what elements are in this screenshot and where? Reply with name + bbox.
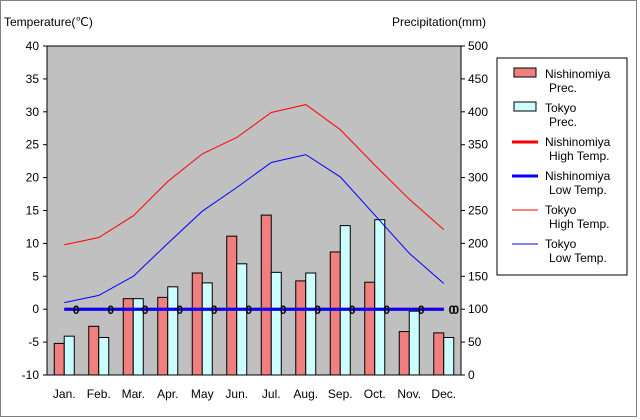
bar	[53, 342, 65, 376]
series-line	[64, 154, 445, 304]
bar	[364, 281, 376, 376]
y-left-tick-label: 10	[26, 236, 40, 250]
bar	[236, 263, 248, 376]
bar	[98, 336, 110, 376]
bar	[305, 272, 317, 376]
data-label: 0	[73, 303, 80, 317]
legend-label: Prec.	[549, 81, 577, 95]
data-label: 0	[211, 303, 218, 317]
x-tick-label: Jun.	[225, 387, 248, 401]
y-left-tick-label: 15	[26, 204, 40, 218]
legend: NishinomiyaPrec.TokyoPrec.NishinomiyaHig…	[496, 57, 628, 276]
x-tick-label: Nov.	[397, 387, 421, 401]
y-right-tick-label: 150	[468, 269, 488, 283]
x-tick-label: May	[191, 387, 214, 401]
y-left-tick-label: 30	[26, 105, 40, 119]
data-label: 0	[449, 303, 456, 317]
x-tick-label: Aug.	[293, 387, 318, 401]
y-right-tick-label: 200	[468, 236, 488, 250]
y-left-tick-label: 40	[26, 39, 40, 53]
x-tick-label: Jul.	[262, 387, 281, 401]
y-right-tick-label: 0	[468, 368, 475, 382]
bar	[88, 325, 100, 376]
data-label: 0	[176, 303, 183, 317]
y-right-tick-label: 350	[468, 138, 488, 152]
legend-label: Nishinomiya	[545, 169, 611, 183]
y-left-tick-label: -10	[22, 368, 40, 382]
bar	[329, 251, 341, 376]
bar	[260, 214, 272, 376]
y-right-tick-label: 400	[468, 105, 488, 119]
data-label: 0	[349, 303, 356, 317]
y-right-tick-label: 50	[468, 335, 482, 349]
bar	[191, 272, 203, 376]
y-left-tick-label: 5	[32, 269, 39, 283]
legend-label: High Temp.	[549, 217, 609, 231]
data-label: 0	[452, 303, 459, 317]
y-left-axis-label: Temperature(℃)	[4, 15, 93, 29]
x-tick-label: Jan.	[53, 387, 76, 401]
legend-label: Low Temp.	[549, 251, 607, 265]
plot-background	[46, 45, 462, 376]
x-tick-label: Sep.	[328, 387, 353, 401]
legend-swatch	[513, 101, 537, 112]
bar	[295, 280, 307, 376]
y-left-tick-label: 0	[32, 302, 39, 316]
bar	[398, 331, 410, 376]
legend-label: Nishinomiya	[545, 135, 611, 149]
x-tick-label: Mar.	[122, 387, 145, 401]
legend-label: Prec.	[549, 115, 577, 129]
data-label: 0	[418, 303, 425, 317]
x-tick-label: Apr.	[157, 387, 178, 401]
y-right-tick-label: 250	[468, 204, 488, 218]
bar	[443, 336, 455, 376]
series-line	[64, 104, 445, 246]
y-right-tick-label: 300	[468, 171, 488, 185]
legend-label: Nishinomiya	[545, 67, 611, 81]
bar	[201, 282, 213, 376]
plot-area: 4035302520151050-5-105004504003503002502…	[22, 39, 489, 401]
y-right-tick-label: 450	[468, 72, 488, 86]
bar	[167, 286, 179, 376]
legend-label: Tokyo	[545, 237, 577, 251]
legend-label: Low Temp.	[549, 183, 607, 197]
legend-swatch	[513, 67, 537, 78]
bar	[339, 225, 351, 376]
x-tick-label: Dec.	[431, 387, 456, 401]
data-label: 0	[142, 303, 149, 317]
y-right-axis-label: Precipitation(mm)	[392, 15, 486, 29]
legend-label: Tokyo	[545, 203, 577, 217]
legend-label: High Temp.	[549, 149, 609, 163]
bar	[63, 335, 75, 376]
data-label: 0	[245, 303, 252, 317]
data-label: 0	[383, 303, 390, 317]
y-left-tick-label: 25	[26, 138, 40, 152]
y-left-tick-label: -5	[28, 335, 39, 349]
x-tick-label: Oct.	[364, 387, 386, 401]
bar	[374, 219, 386, 376]
bar	[226, 235, 238, 376]
x-tick-label: Feb.	[87, 387, 111, 401]
data-label: 0	[107, 303, 114, 317]
y-right-tick-label: 100	[468, 302, 488, 316]
bar	[270, 271, 282, 376]
data-label: 0	[314, 303, 321, 317]
y-right-tick-label: 500	[468, 39, 488, 53]
legend-label: Tokyo	[545, 101, 577, 115]
y-left-tick-label: 20	[26, 171, 40, 185]
legend-box	[496, 57, 628, 276]
bar	[408, 310, 420, 376]
bar	[433, 332, 445, 376]
y-left-tick-label: 35	[26, 72, 40, 86]
data-label: 0	[280, 303, 287, 317]
bar	[132, 298, 144, 376]
